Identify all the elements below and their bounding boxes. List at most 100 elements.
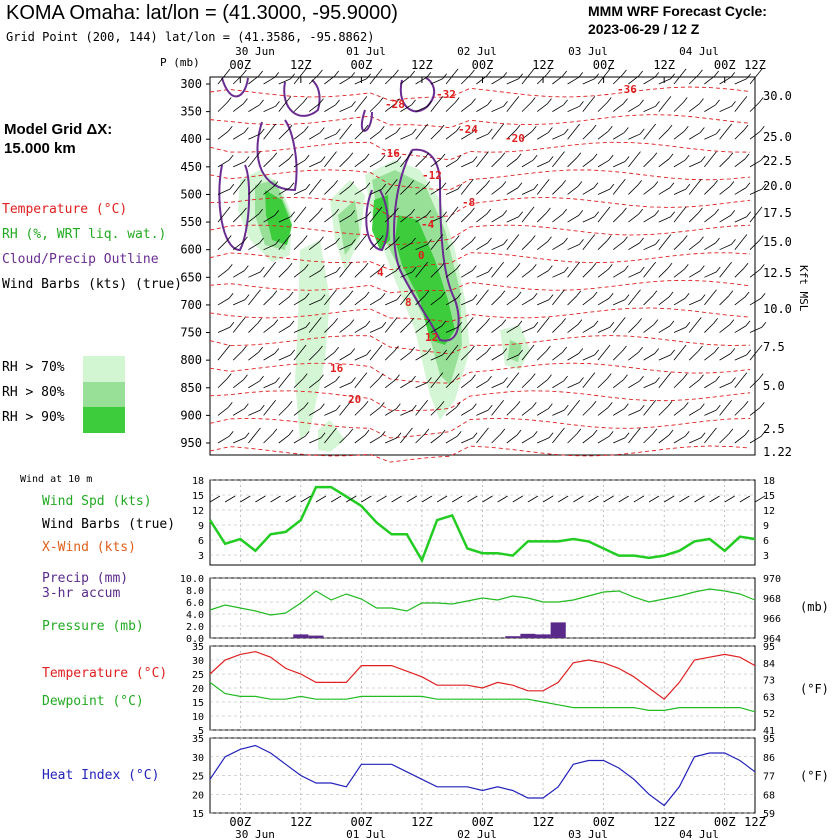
wind-barb-flag xyxy=(744,153,750,160)
wind-barb-flag xyxy=(500,152,506,158)
wind-barb xyxy=(597,435,610,444)
wind-barb-flag xyxy=(392,317,398,323)
wind-barb xyxy=(400,432,409,444)
legend-temperature: Temperature (°C) xyxy=(2,202,128,217)
wind-barb xyxy=(339,186,351,195)
surface-wind-barb xyxy=(618,495,629,503)
wind-barb xyxy=(734,354,747,361)
wind-barb-flag xyxy=(365,182,371,189)
wind-barb xyxy=(597,73,607,85)
wind-barb xyxy=(628,351,639,361)
heat-right-tick: 86 xyxy=(763,753,775,764)
wind-barb-flag xyxy=(591,262,597,269)
wind-barb-flag xyxy=(577,319,583,325)
wind-barb-flag xyxy=(502,210,508,216)
wind-barb-flag xyxy=(225,206,231,213)
surface-wind-barb xyxy=(270,495,281,503)
wind-barb xyxy=(217,130,229,140)
wind-barb xyxy=(339,128,348,140)
wind-barb xyxy=(324,409,337,416)
wind-barb-flag xyxy=(485,318,490,324)
wind-barb xyxy=(460,322,470,333)
wind-barb xyxy=(430,405,441,416)
temperature-label: -36 xyxy=(617,83,637,96)
wind-right-tick: 15 xyxy=(763,491,775,502)
wind-barb-flag xyxy=(290,73,295,79)
wind-barb-flag xyxy=(287,262,293,269)
wind-barb xyxy=(567,128,576,140)
wind-barb-flag xyxy=(349,181,355,187)
wind-barb xyxy=(369,378,380,389)
bottom-hour-label: 12Z xyxy=(532,815,554,829)
wind-barb-flag xyxy=(700,403,705,409)
wind-barb xyxy=(232,103,244,112)
wind-barb xyxy=(597,297,610,306)
wind-barb xyxy=(552,185,562,195)
wind-barb xyxy=(248,271,261,278)
wind-barb-flag xyxy=(454,235,460,241)
wind-barb-flag xyxy=(316,317,322,323)
wind-barb xyxy=(658,325,671,333)
wind-barb-flag xyxy=(518,73,523,79)
wind-barb xyxy=(308,408,321,416)
wind-barb-flag xyxy=(637,318,642,324)
wind-barb xyxy=(445,349,455,361)
cycle-value: 2023-06-29 / 12 Z xyxy=(588,21,700,37)
wind-right-tick: 18 xyxy=(763,476,775,487)
bottom-hour-label: 12Z xyxy=(653,815,675,829)
wind-barb-flag xyxy=(563,128,569,135)
wind-barb xyxy=(704,271,717,278)
wind-barb-flag xyxy=(275,101,280,107)
wind-barb xyxy=(384,379,396,389)
wind-barb-flag xyxy=(259,266,265,273)
wind-barb-flag xyxy=(517,182,523,189)
surface-wind-barb xyxy=(452,495,463,503)
temperature-line xyxy=(209,650,756,701)
forecast-cycle: MMM WRF Forecast Cycle: 2023-06-29 / 12 … xyxy=(588,2,767,38)
wind-barb xyxy=(324,185,334,195)
grid-value: 15.000 km xyxy=(4,140,76,157)
wind-barb xyxy=(400,104,412,112)
isotherm xyxy=(209,169,751,191)
isotherm xyxy=(209,252,751,271)
wind-barb xyxy=(521,211,531,223)
wind-barb-flag xyxy=(240,179,246,185)
cloud-outline xyxy=(399,77,436,113)
wind-barb-flag xyxy=(287,124,293,131)
wind-barb xyxy=(536,379,548,389)
wind-barb xyxy=(506,405,517,416)
wind-barb xyxy=(232,132,245,140)
surface-wind-barb xyxy=(633,495,645,503)
wind-barb-flag xyxy=(272,152,278,158)
wind-barb-flag xyxy=(302,97,308,103)
wind-barb-flag xyxy=(439,400,445,407)
wind-barb-flag xyxy=(590,234,596,240)
wind-barb-flag xyxy=(715,128,721,135)
temperature-label: -28 xyxy=(385,98,405,111)
temp-right-tick: 73 xyxy=(763,676,775,687)
wind-barb xyxy=(369,211,379,223)
surface-wind-barb xyxy=(573,495,584,503)
wind-barb-flag xyxy=(426,72,432,78)
wind-barb xyxy=(612,322,622,333)
wind-barb xyxy=(567,353,579,361)
legend-rh80-swatch xyxy=(83,382,125,407)
wind-barb xyxy=(536,408,549,416)
wind-barb-flag xyxy=(666,96,672,102)
wind-barb xyxy=(263,128,272,140)
wind-barb xyxy=(612,132,625,140)
wind-barb xyxy=(248,351,259,361)
wind-barb xyxy=(552,323,562,333)
wind-barb-flag xyxy=(685,183,691,190)
wind-barb xyxy=(552,133,565,140)
wind-barb xyxy=(339,105,352,112)
wind-barb-flag xyxy=(395,98,400,104)
wind-barb-flag xyxy=(396,294,402,300)
wind-barb xyxy=(308,322,318,333)
wind-barb-flag xyxy=(351,239,356,245)
wind-barb xyxy=(613,437,626,444)
wind-barb xyxy=(248,380,260,389)
wind-barb xyxy=(734,296,746,306)
wind-barb-flag xyxy=(639,266,645,273)
wind-barb-flag xyxy=(228,154,234,161)
